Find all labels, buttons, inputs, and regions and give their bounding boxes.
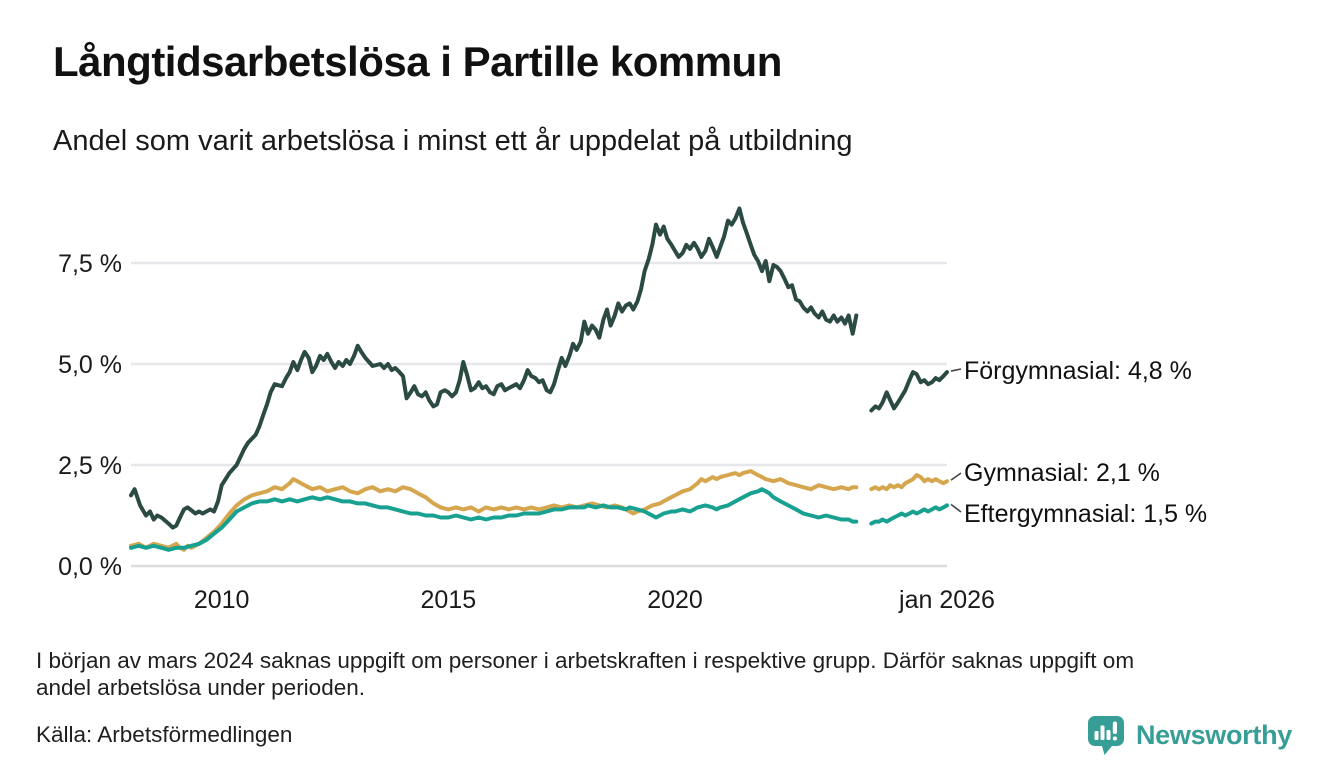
bar-chart-speech-bubble-icon	[1087, 716, 1124, 755]
series-line-eftergymnasial	[869, 503, 949, 526]
footnote-line-2: andel arbetslösa under perioden.	[36, 674, 365, 700]
series-end-label-förgymnasial: Förgymnasial: 4,8 %	[964, 357, 1192, 385]
series-line-förgymnasial	[129, 206, 859, 530]
series-end-label-eftergymnasial: Eftergymnasial: 1,5 %	[964, 500, 1207, 528]
page-title: Långtidsarbetslösa i Partille kommun	[53, 38, 782, 85]
series-line-förgymnasial	[869, 370, 949, 413]
series-line-gymnasial	[869, 473, 949, 492]
label-connector	[950, 503, 962, 513]
x-tick-label: 2015	[421, 586, 477, 614]
series-line-gymnasial	[129, 469, 859, 552]
chart-footnote: I början av mars 2024 saknas uppgift om …	[36, 648, 1316, 701]
x-tick-label: 2010	[194, 586, 250, 614]
label-connector	[950, 472, 962, 481]
x-tick-label: 2020	[647, 586, 703, 614]
y-tick-label: 7,5 %	[58, 250, 122, 278]
brand-name: Newsworthy	[1135, 719, 1292, 750]
x-tick-label: jan 2026	[898, 586, 995, 614]
newsworthy-logo: Newsworthy	[1086, 714, 1292, 756]
series-end-label-gymnasial: Gymnasial: 2,1 %	[964, 459, 1160, 487]
y-tick-label: 5,0 %	[58, 351, 122, 379]
y-tick-label: 0,0 %	[58, 553, 122, 581]
footnote-line-1: I början av mars 2024 saknas uppgift om …	[36, 648, 1135, 673]
source-label: Källa: Arbetsförmedlingen	[36, 722, 293, 747]
series-line-eftergymnasial	[129, 487, 859, 552]
y-tick-label: 2,5 %	[58, 452, 122, 480]
label-connector	[950, 368, 962, 372]
page-subtitle: Andel som varit arbetslösa i minst ett å…	[53, 125, 853, 157]
